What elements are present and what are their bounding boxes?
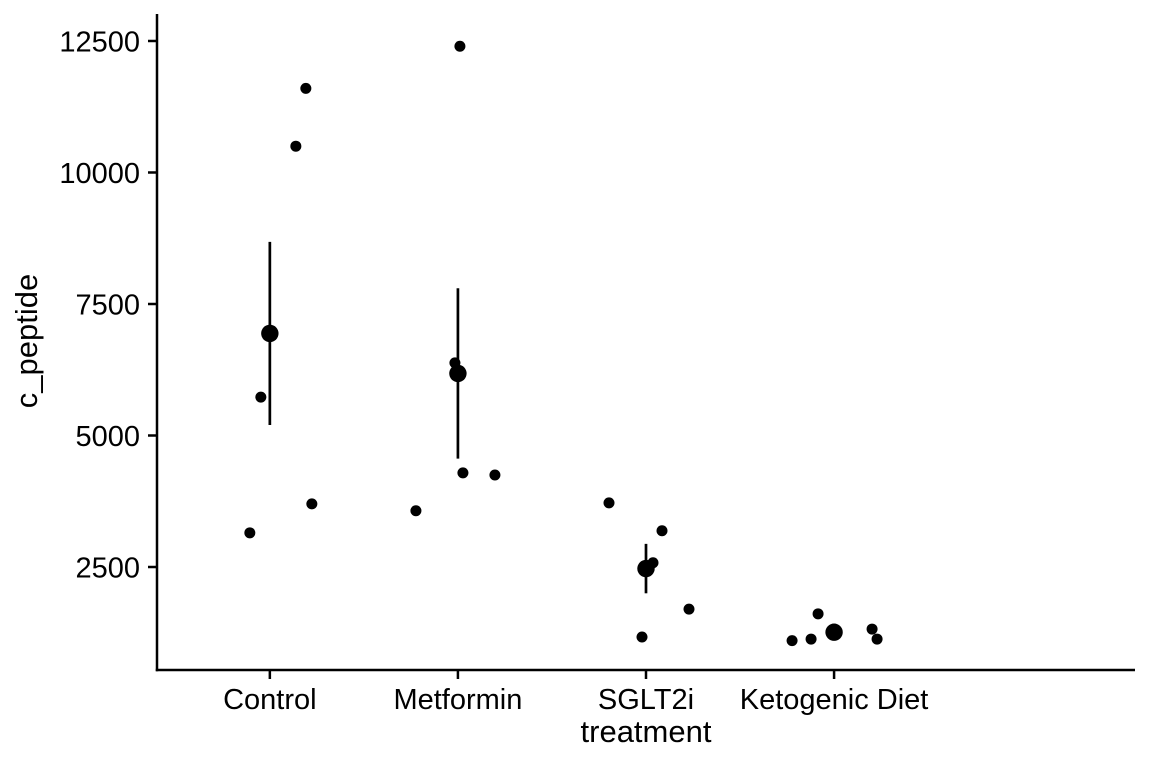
y-tick-marks: [148, 39, 157, 569]
group-metformin: [410, 40, 501, 517]
y-tick-label: 12500: [59, 26, 140, 58]
mean-point: [261, 324, 279, 343]
x-tick-labels: Control Metformin SGLT2i Ketogenic Diet: [223, 684, 928, 716]
data-point: [410, 505, 422, 517]
mean-point: [825, 623, 843, 641]
data-series: [244, 40, 883, 647]
data-point: [636, 631, 648, 643]
data-point: [786, 635, 798, 647]
mean-point: [449, 364, 467, 383]
data-point: [683, 603, 695, 615]
data-point: [290, 140, 302, 152]
data-point: [866, 623, 878, 635]
x-axis-title: treatment: [581, 714, 712, 749]
y-tick-label: 2500: [75, 553, 140, 585]
y-tick-label: 7500: [75, 289, 140, 321]
data-point: [805, 633, 817, 645]
y-tick-label: 5000: [75, 421, 140, 453]
data-point: [871, 633, 883, 645]
mean-point: [637, 559, 655, 578]
group-ketogenic-diet: [786, 608, 883, 647]
x-tick-label: Metformin: [393, 684, 522, 716]
data-point: [603, 497, 615, 509]
data-point: [300, 82, 312, 94]
x-tick-marks: [268, 670, 836, 679]
data-point: [454, 40, 466, 52]
data-point: [255, 391, 267, 403]
data-point: [306, 498, 318, 510]
data-point: [656, 525, 668, 537]
x-tick-label: Ketogenic Diet: [740, 684, 929, 716]
data-point: [489, 469, 501, 481]
y-tick-labels: 2500 5000 7500 10000 12500: [59, 26, 140, 584]
x-axis: Control Metformin SGLT2i Ketogenic Diet tre…: [155, 668, 1135, 749]
group-control: [244, 82, 318, 539]
y-axis-title: c_peptide: [9, 274, 44, 408]
data-point: [244, 527, 256, 539]
data-point: [457, 467, 469, 479]
x-tick-label: SGLT2i: [598, 684, 694, 716]
y-tick-label: 10000: [59, 158, 140, 190]
group-sglt2i: [603, 497, 695, 643]
data-point: [812, 608, 824, 620]
y-axis: 2500 5000 7500 10000 12500 c_peptide: [9, 14, 159, 672]
x-tick-label: Control: [223, 684, 317, 716]
